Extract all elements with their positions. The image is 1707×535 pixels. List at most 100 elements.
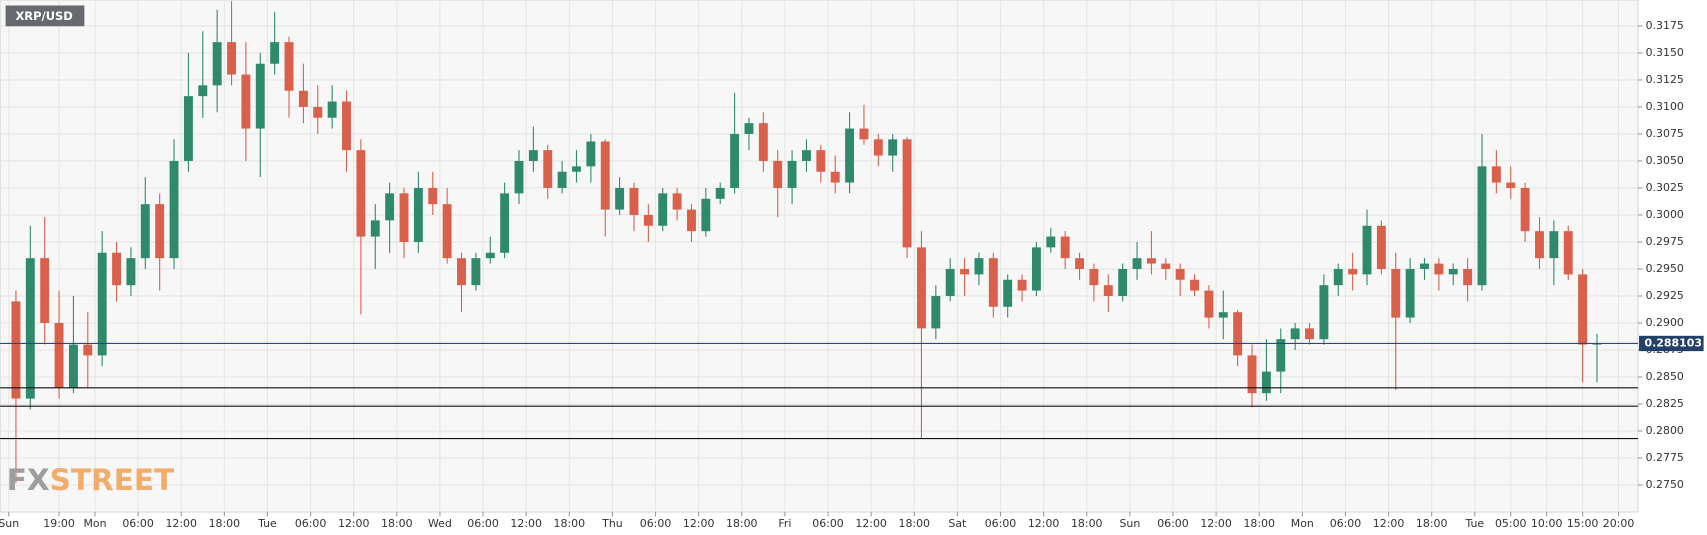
candle-body [385, 193, 395, 221]
candle-body [1333, 268, 1343, 286]
x-tick-label: 12:00 [1028, 517, 1060, 530]
y-tick-label: 0.2750 [1646, 478, 1684, 491]
x-tick-label: 12:00 [1200, 517, 1232, 530]
candle-body [399, 193, 409, 242]
x-tick-label: Mon [1291, 517, 1314, 530]
candle-body [342, 101, 351, 151]
candle-body [773, 160, 783, 188]
candle-body [54, 322, 64, 388]
candle-body [500, 193, 510, 253]
y-tick-label: 0.3100 [1646, 100, 1684, 113]
candle-body [1146, 258, 1156, 264]
x-tick-label: 18:00 [209, 517, 241, 530]
candle-body [442, 204, 452, 259]
logo: FXSTREET [7, 463, 175, 497]
x-tick-label: 12:00 [855, 517, 887, 530]
candle-body [629, 187, 639, 215]
logo-fx: FX [7, 463, 50, 497]
candle-body [1276, 339, 1286, 372]
candle-body [1463, 268, 1473, 286]
y-tick-label: 0.2775 [1646, 451, 1684, 464]
x-tick-label: 12:00 [683, 517, 715, 530]
candle-body [198, 85, 208, 97]
candle-body [1535, 231, 1544, 259]
candle-body [327, 101, 337, 118]
x-tick-label: 10:00 [1531, 517, 1563, 530]
candle-body [155, 204, 165, 259]
candle-body [140, 204, 150, 259]
candle-body [758, 123, 768, 161]
x-tick-label: 05:00 [1495, 517, 1527, 530]
logo-street: STREET [50, 463, 175, 497]
y-tick-label: 0.2950 [1646, 262, 1684, 275]
candle-body [672, 193, 682, 210]
candle-body [1491, 166, 1501, 183]
x-tick-label: 06:00 [122, 517, 154, 530]
x-tick-label: 15:00 [1567, 517, 1599, 530]
candle-body [1348, 268, 1358, 275]
candle-body [1233, 312, 1243, 356]
candle-body [715, 187, 725, 199]
x-tick-label: 18:00 [898, 517, 930, 530]
x-tick-label: Sat [948, 517, 967, 530]
y-tick-label: 0.2925 [1646, 289, 1684, 302]
x-tick-label: Wed [428, 517, 452, 530]
candle-body [1578, 274, 1588, 345]
candle-body [68, 344, 78, 388]
candle-body [615, 187, 625, 210]
candle-body [960, 268, 970, 275]
candle-body [902, 139, 912, 248]
candle-body [1520, 187, 1530, 232]
candle-body [40, 258, 50, 323]
candle-body [1017, 279, 1027, 291]
candle-body [888, 139, 898, 156]
candle-body [313, 106, 323, 118]
candle-body [701, 198, 711, 232]
candle-body [298, 90, 308, 107]
candle-body [25, 258, 35, 399]
y-tick-label: 0.3125 [1646, 73, 1684, 86]
x-tick-label: Sun [0, 517, 19, 530]
x-tick-label: 12:00 [338, 517, 370, 530]
candle-body [643, 214, 653, 226]
candle-body [1376, 225, 1386, 269]
candle-body [744, 123, 754, 134]
x-tick-label: 06:00 [812, 517, 844, 530]
candle-body [1075, 258, 1085, 269]
candle-body [227, 42, 236, 75]
candle-body [1477, 166, 1487, 286]
candle-body [730, 133, 740, 188]
candle-body [787, 160, 797, 188]
x-tick-label: 06:00 [295, 517, 327, 530]
candle-body [1204, 290, 1214, 318]
candle-body [370, 220, 380, 237]
last-price-box [1639, 335, 1704, 352]
candle-body [528, 150, 538, 161]
candle-body [428, 187, 438, 205]
title-box [5, 5, 85, 27]
candle-body [83, 344, 93, 356]
candle-body [1434, 263, 1444, 275]
candle-body [169, 160, 179, 259]
x-tick-label: 18:00 [554, 517, 586, 530]
candle-body [1003, 279, 1013, 307]
candle-body [126, 258, 136, 286]
x-tick-label: 06:00 [1330, 517, 1362, 530]
y-tick-label: 0.3175 [1646, 19, 1684, 32]
candle-body [931, 295, 941, 329]
candle-body [557, 171, 567, 188]
candle-body [485, 252, 495, 259]
y-tick-label: 0.3025 [1646, 181, 1684, 194]
candle-body [1247, 355, 1257, 394]
candle-body [112, 252, 122, 286]
x-tick-label: Tue [1464, 517, 1484, 530]
candle-body [600, 141, 610, 210]
candle-body [687, 209, 696, 232]
x-tick-label: 18:00 [1071, 517, 1103, 530]
x-tick-label: Fri [778, 517, 791, 530]
candle-body [284, 42, 294, 91]
candle-body [1175, 268, 1185, 280]
candle-body [1118, 268, 1128, 296]
candle-body [183, 96, 193, 161]
